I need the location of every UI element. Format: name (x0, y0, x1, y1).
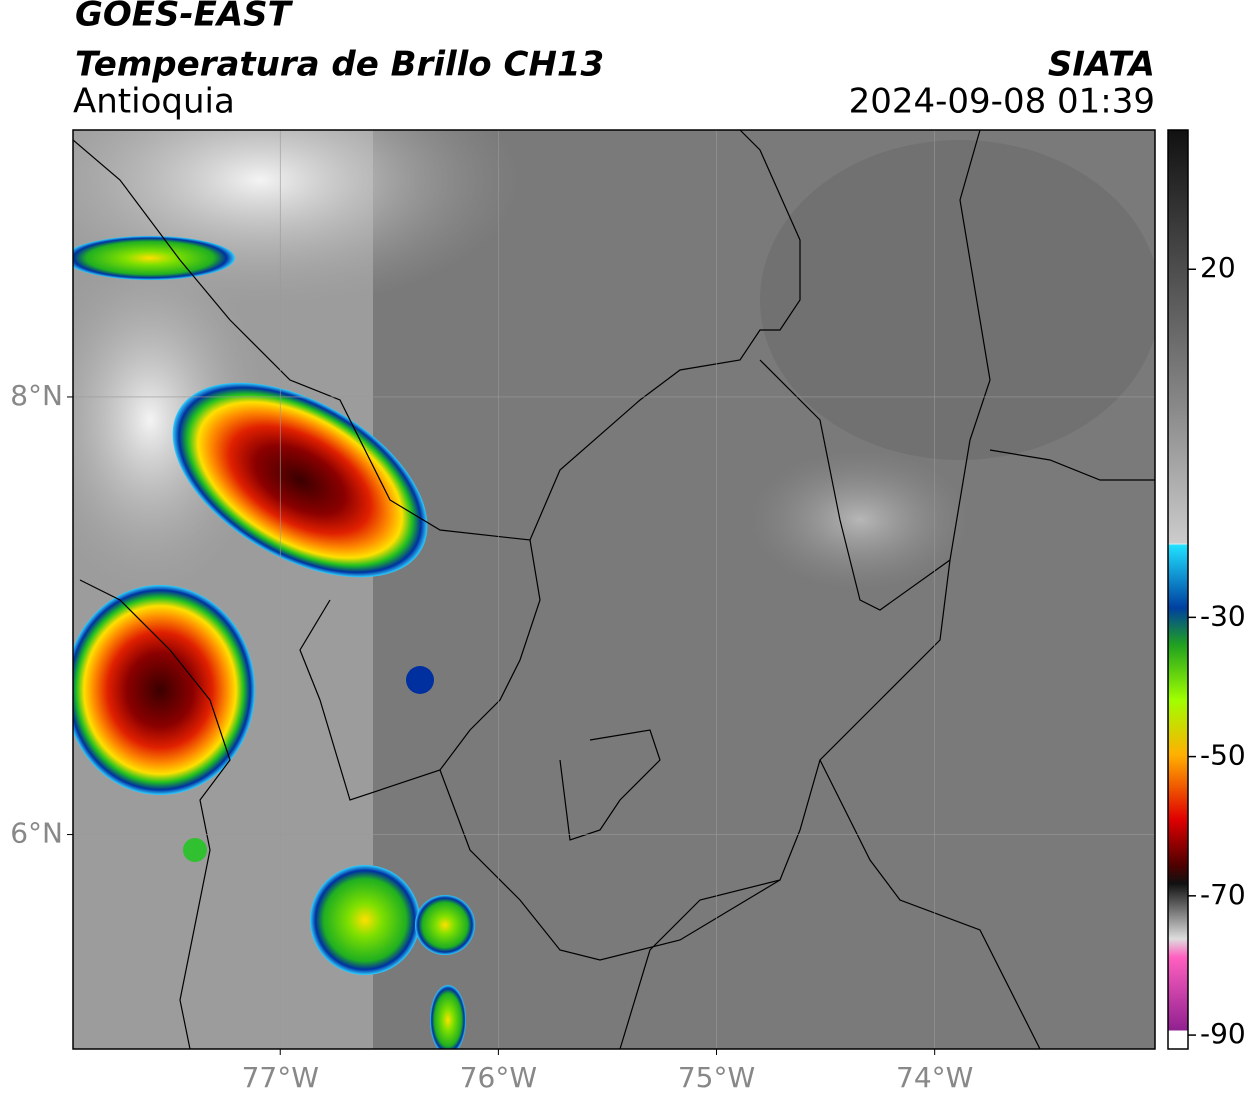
subtitle: Temperatura de Brillo CH13 (75, 45, 604, 85)
storm (415, 895, 475, 955)
colorbar-label: -90 (1200, 1017, 1246, 1050)
colorbar-label: -30 (1200, 599, 1246, 632)
colorbar-label: -70 (1200, 878, 1246, 911)
borders (73, 130, 1155, 1049)
border (559, 729, 661, 841)
cloud (750, 450, 970, 590)
storm (430, 985, 466, 1049)
colorbar-label: -50 (1200, 739, 1246, 772)
border (619, 559, 951, 1049)
title: GOES-EAST (75, 0, 294, 35)
source: SIATA (1048, 45, 1155, 85)
x-tick-label: 76°W (460, 1061, 537, 1094)
coast (79, 579, 231, 1049)
border (299, 539, 541, 801)
x-tick-label: 75°W (678, 1061, 755, 1094)
map-imagery (73, 130, 1155, 1049)
storm (73, 585, 255, 795)
colorbar (1167, 129, 1189, 1050)
timestamp: 2024-09-08 01:39 (849, 82, 1155, 122)
storm (183, 838, 207, 862)
border (73, 130, 801, 541)
x-tick-label: 77°W (242, 1061, 319, 1094)
border (439, 769, 781, 961)
storm (73, 236, 235, 280)
colorbar-label: 20 (1200, 251, 1236, 284)
y-tick-label: 8°N (10, 379, 63, 412)
storm (406, 666, 434, 694)
border (759, 130, 991, 611)
grid (73, 130, 1155, 1049)
storm (310, 865, 420, 975)
map-frame (72, 129, 1156, 1050)
border (989, 449, 1155, 481)
shade (760, 140, 1155, 460)
storm (172, 382, 428, 578)
x-tick-label: 74°W (896, 1061, 973, 1094)
region: Antioquia (73, 82, 235, 122)
border (819, 759, 1041, 1049)
y-tick-label: 6°N (10, 817, 63, 850)
